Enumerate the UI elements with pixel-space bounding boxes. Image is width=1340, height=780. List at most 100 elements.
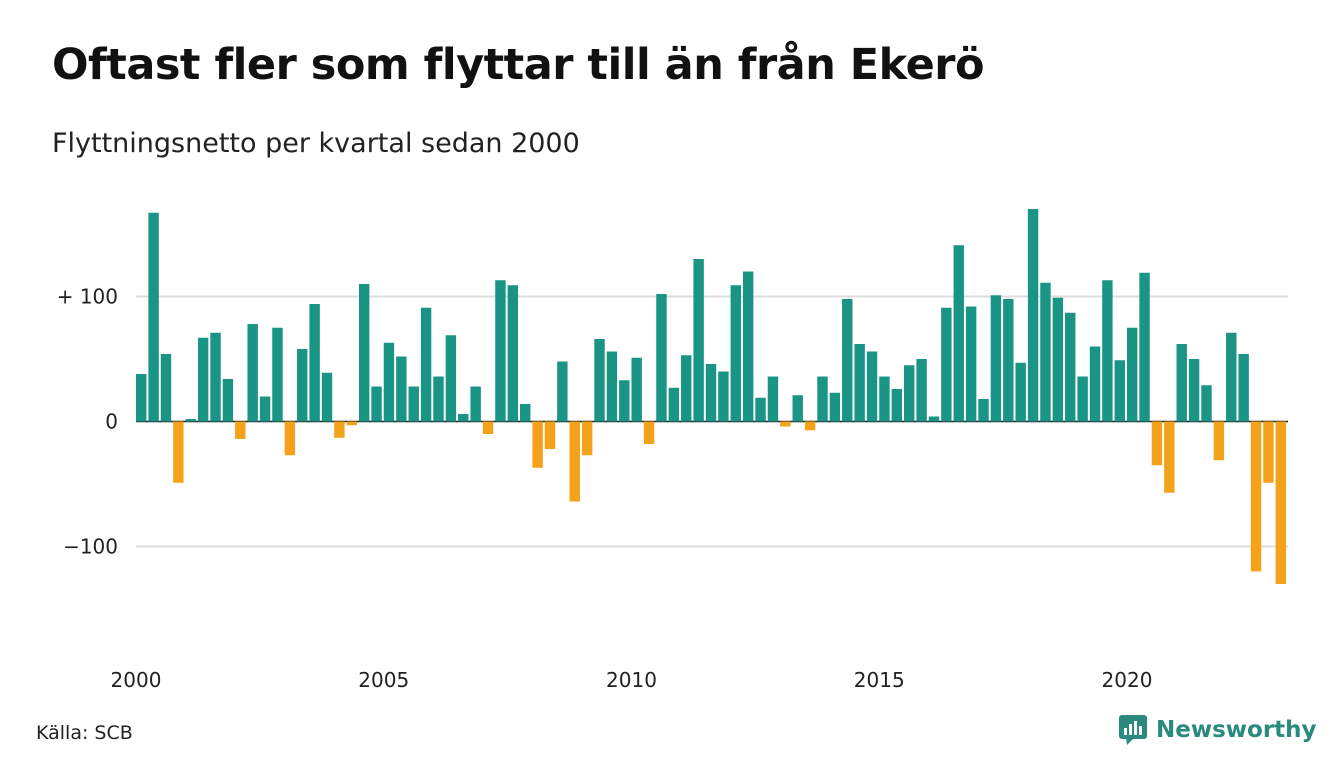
bar[interactable] [1188,359,1200,422]
bar[interactable] [891,389,903,422]
bar[interactable] [136,374,147,422]
bar[interactable] [185,419,196,422]
x-tick-label: 2000 [111,668,162,692]
bar[interactable] [334,421,345,438]
bar[interactable] [507,285,519,422]
bar[interactable] [569,421,580,502]
bar[interactable] [866,351,878,422]
bar[interactable] [718,371,729,422]
bar[interactable] [1263,421,1274,483]
bar[interactable] [780,421,791,427]
bar[interactable] [160,354,172,422]
bar[interactable] [643,421,655,445]
bar[interactable] [916,359,927,422]
bar[interactable] [346,421,357,426]
bar[interactable] [1139,272,1150,422]
x-tick-label: 2010 [606,668,657,692]
bar[interactable] [965,306,977,422]
bar[interactable] [210,332,221,422]
bar[interactable] [730,285,741,422]
bar[interactable] [953,245,964,422]
bar[interactable] [904,365,915,422]
bar[interactable] [445,335,457,422]
bar[interactable] [371,386,382,422]
bar[interactable] [1040,282,1051,422]
chart-title: Oftast fler som flyttar till än från Eke… [52,40,985,90]
bar[interactable] [594,339,605,422]
bar[interactable] [532,421,543,468]
bar[interactable] [581,421,593,456]
bar[interactable] [1213,421,1225,461]
bar[interactable] [742,271,754,422]
bar[interactable] [1102,280,1113,422]
bar[interactable] [668,387,680,422]
bar[interactable] [1003,299,1014,422]
bar[interactable] [978,399,989,422]
bar[interactable] [1176,344,1187,422]
bar[interactable] [879,376,890,422]
bar[interactable] [173,421,184,483]
bar[interactable] [557,361,568,422]
bar[interactable] [433,376,444,422]
bar[interactable] [197,337,209,422]
bar[interactable] [842,299,853,422]
bar[interactable] [1015,362,1026,422]
x-tick-label: 2015 [854,668,905,692]
bar[interactable] [272,327,283,422]
bar[interactable] [235,421,246,440]
bar[interactable] [1065,312,1076,422]
bar[interactable] [817,376,828,422]
bar[interactable] [990,295,1002,422]
bar[interactable] [383,342,395,422]
bar[interactable] [495,280,506,422]
bar[interactable] [520,404,531,422]
bar[interactable] [470,386,481,422]
bar[interactable] [1052,297,1064,422]
bar[interactable] [1077,376,1088,422]
bar[interactable] [854,344,865,422]
bar[interactable] [358,284,370,422]
bar[interactable] [1164,421,1175,493]
bar[interactable] [1275,421,1287,585]
bar[interactable] [631,357,642,422]
bar[interactable] [321,372,333,422]
bar[interactable] [1114,360,1125,422]
bar[interactable] [1027,209,1039,422]
bar[interactable] [941,307,952,422]
bar[interactable] [829,392,841,422]
bar[interactable] [247,324,258,422]
bar[interactable] [284,421,296,456]
bar[interactable] [1238,354,1249,422]
bar[interactable] [1250,421,1262,572]
bar[interactable] [396,356,407,422]
bar[interactable] [544,421,556,450]
bar[interactable] [693,259,704,422]
bar[interactable] [606,351,618,422]
bar[interactable] [1201,385,1212,422]
bar[interactable] [928,416,940,422]
bar[interactable] [804,421,816,431]
bar[interactable] [408,386,419,422]
bar[interactable] [309,304,320,422]
bar[interactable] [656,294,667,422]
bar[interactable] [619,380,630,422]
bar[interactable] [1226,332,1237,422]
bar[interactable] [482,421,494,435]
bar[interactable] [458,414,469,422]
source-note: Källa: SCB [36,722,133,744]
bar[interactable] [1151,421,1163,466]
bar[interactable] [681,355,692,422]
brand-logo[interactable]: Newsworthy [1118,714,1317,746]
bar[interactable] [297,349,308,422]
bar-layer [136,209,1287,585]
bar[interactable] [755,397,766,422]
bar[interactable] [222,379,234,422]
bar[interactable] [148,212,159,422]
bar[interactable] [1089,346,1101,422]
bar[interactable] [792,395,803,422]
bar[interactable] [767,376,779,422]
bar[interactable] [705,364,717,422]
bar[interactable] [420,307,432,422]
bar[interactable] [1126,327,1138,422]
bar[interactable] [259,396,271,422]
